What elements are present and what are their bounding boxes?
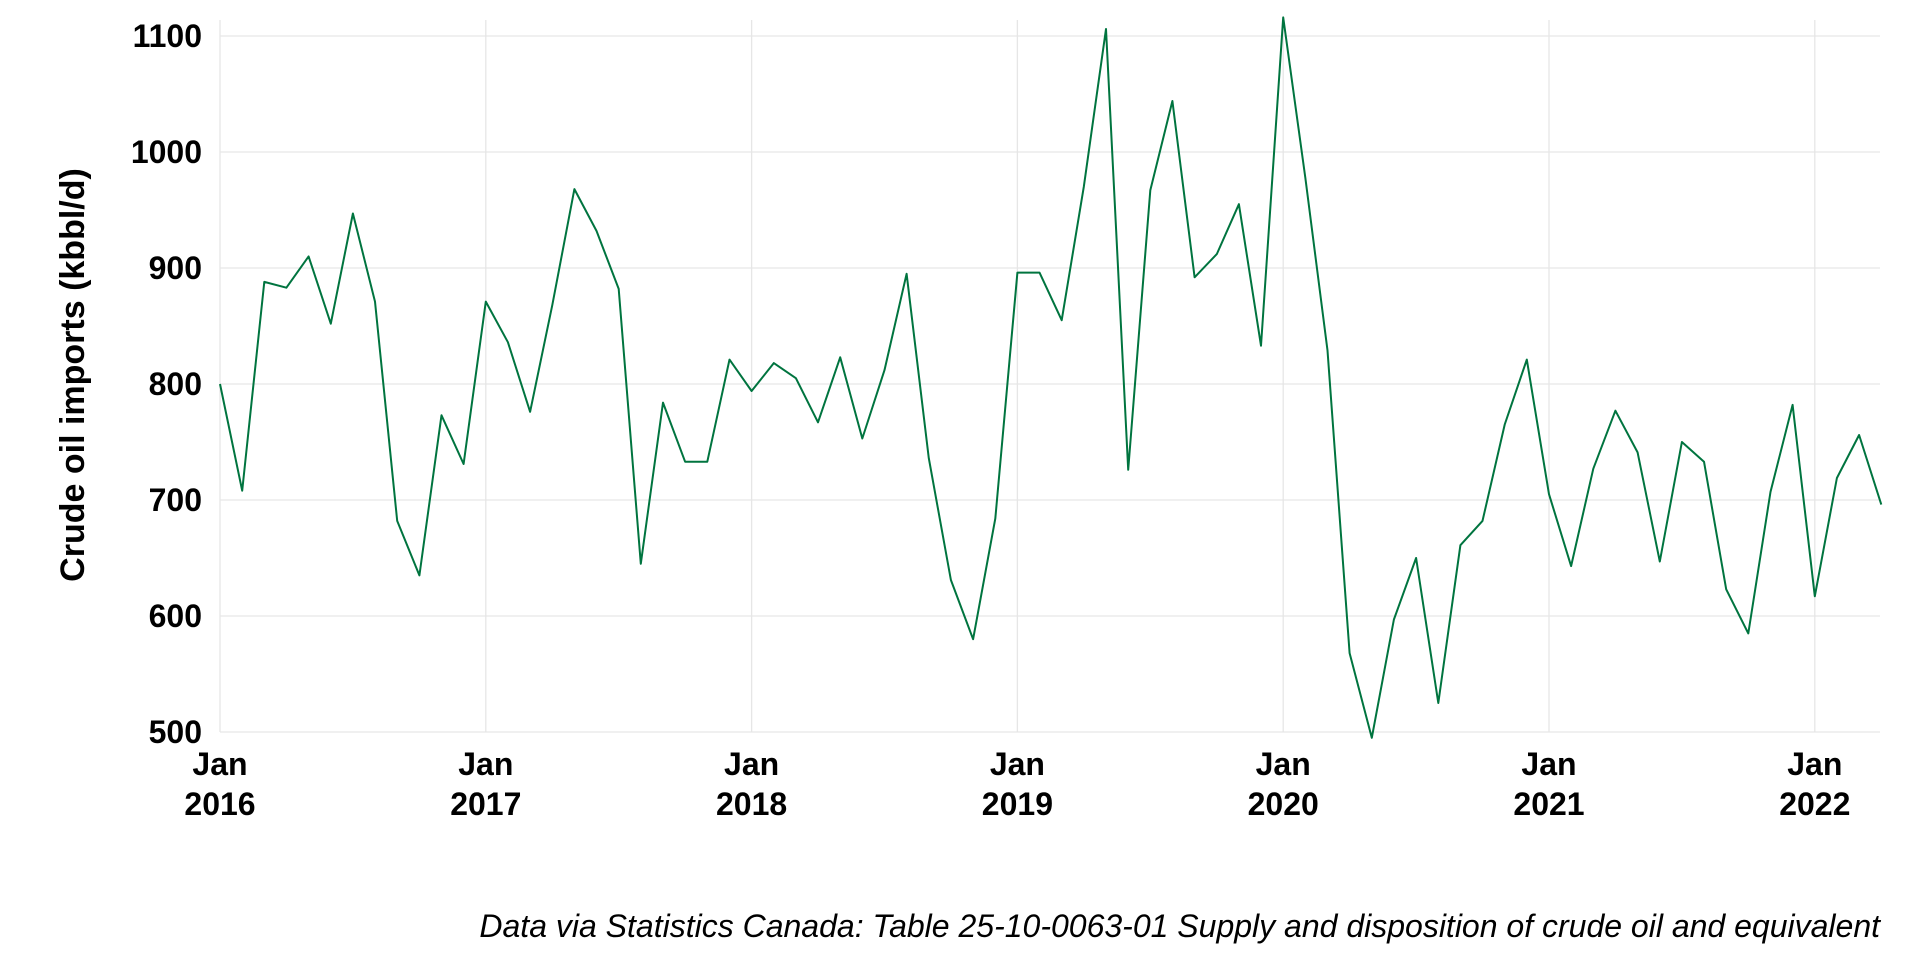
y-tick-label: 1100: [133, 18, 202, 54]
x-tick-year: 2017: [450, 786, 521, 822]
series-line: [219, 16, 1883, 739]
x-tick-year: 2018: [716, 786, 787, 822]
x-tick-month: Jan: [724, 746, 779, 782]
x-tick-year: 2021: [1513, 786, 1584, 822]
y-tick-label: 500: [149, 714, 202, 750]
x-tick-month: Jan: [1521, 746, 1576, 782]
horizontal-gridlines: [220, 35, 1880, 733]
x-tick-month: Jan: [1787, 746, 1842, 782]
x-tick-year: 2019: [982, 786, 1053, 822]
x-tick-label: Jan 2018: [716, 746, 787, 822]
x-tick-label: Jan 2020: [1248, 746, 1319, 822]
y-tick-label: 600: [149, 598, 202, 634]
x-axis-tick-labels: Jan 2016 Jan 2017 Jan 2018 Jan 2019 Jan 2020 Jan 20…: [184, 746, 1850, 822]
x-tick-year: 2020: [1248, 786, 1319, 822]
x-tick-year: 2022: [1779, 786, 1850, 822]
y-axis-title: Crude oil imports (kbbl/d): [54, 168, 92, 582]
y-tick-label: 800: [149, 366, 202, 402]
y-tick-label: 1000: [131, 134, 202, 170]
x-tick-label: Jan 2017: [450, 746, 521, 822]
y-axis-tick-labels: 500 600 700 800 900 1000 1100: [131, 18, 202, 750]
series-crude-oil-imports: [219, 16, 1883, 739]
x-tick-year: 2016: [184, 786, 255, 822]
x-tick-label: Jan 2022: [1779, 746, 1850, 822]
y-tick-label: 700: [149, 482, 202, 518]
x-tick-label: Jan 2016: [184, 746, 255, 822]
x-tick-label: Jan 2021: [1513, 746, 1584, 822]
y-tick-label: 900: [149, 250, 202, 286]
x-tick-month: Jan: [192, 746, 247, 782]
x-tick-month: Jan: [990, 746, 1045, 782]
data-source-caption: Data via Statistics Canada: Table 25-10-…: [479, 908, 1881, 944]
x-tick-month: Jan: [1256, 746, 1311, 782]
vertical-gridlines: [219, 20, 1816, 732]
x-tick-label: Jan 2019: [982, 746, 1053, 822]
x-tick-month: Jan: [458, 746, 513, 782]
